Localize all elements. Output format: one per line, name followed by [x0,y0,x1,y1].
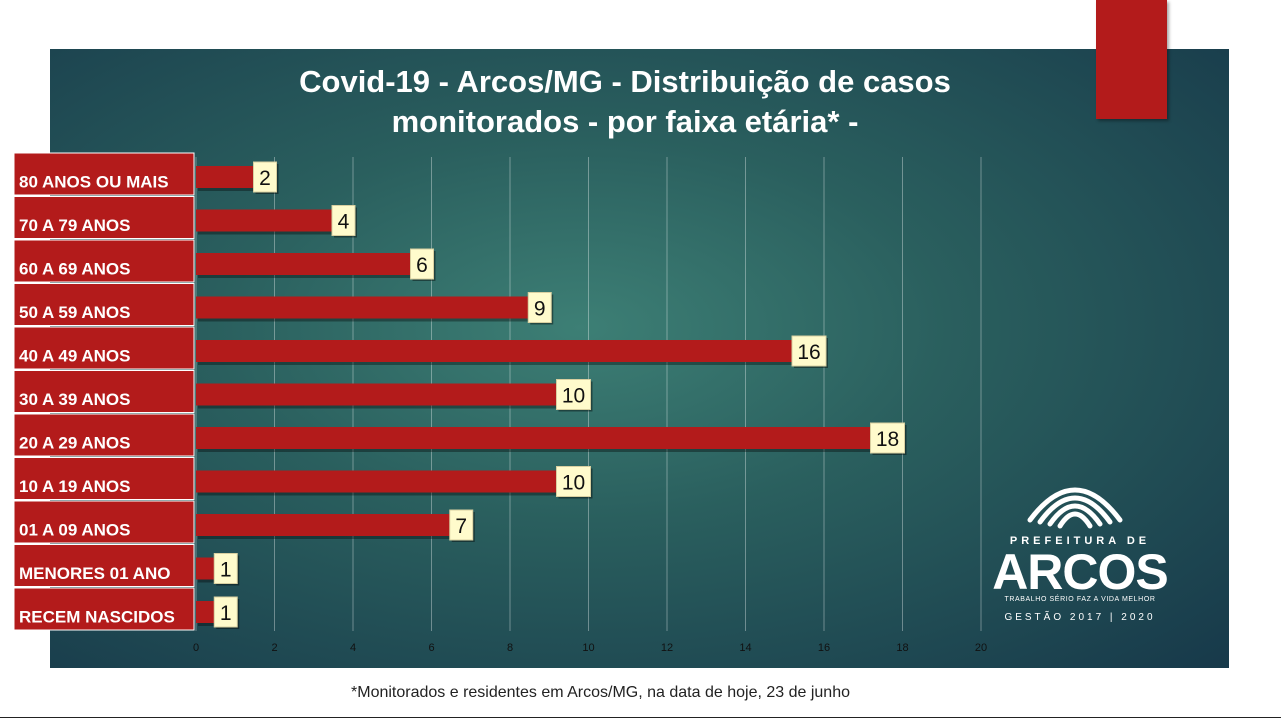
category-label-box [13,587,195,631]
signal-arcs-icon [1027,487,1123,529]
data-label: 10 [562,385,585,408]
category-label-box [13,196,195,239]
category-label: MENORES 01 ANO [19,564,170,583]
x-tick-label: 10 [582,642,594,654]
category-label: RECEM NASCIDOS [19,608,175,627]
x-tick-label: 4 [350,642,356,654]
x-tick-label: 6 [428,642,434,654]
data-label-box [556,466,591,497]
data-label: 16 [797,341,820,364]
category-label-box [13,370,195,413]
data-label: 10 [562,472,585,495]
data-label: 9 [534,298,546,321]
data-label-box [331,205,356,236]
bar [196,514,471,536]
data-label: 18 [876,428,899,451]
x-tick-label: 20 [975,642,987,654]
category-label-box [13,413,195,457]
bar [196,296,550,319]
category-label: 60 A 69 ANOS [19,260,131,279]
title-line-1: Covid-19 - Arcos/MG - Distribuição de ca… [299,64,951,99]
x-tick-label: 16 [818,642,830,654]
prefeitura-logo: PREFEITURA DE ARCOS TRABALHO SÉRIO FAZ A… [990,462,1170,632]
data-label: 2 [259,167,271,190]
category-label: 30 A 39 ANOS [19,390,131,409]
category-label-box [13,457,195,500]
chart-title: Covid-19 - Arcos/MG - Distribuição de ca… [220,62,1030,142]
category-label: 70 A 79 ANOS [19,216,131,235]
category-label-box [13,326,195,370]
data-label-box [410,248,434,280]
title-line-2: monitorados - por faixa etária* - [391,104,859,139]
data-label: 7 [455,515,467,538]
logo-tagline: TRABALHO SÉRIO FAZ A VIDA MELHOR [1004,596,1156,603]
bar [196,340,824,362]
category-label-box [13,152,195,196]
data-label-box [449,509,474,541]
x-tick-label: 18 [896,642,908,654]
bar [196,383,589,406]
data-label-box [253,161,277,193]
bar [196,209,353,232]
category-label: 10 A 19 ANOS [19,477,131,496]
x-tick-label: 12 [661,642,673,654]
data-label: 1 [220,602,232,625]
accent-block [1096,0,1167,119]
data-label-box [870,422,905,454]
data-label-box [791,335,827,367]
data-label-box [556,379,591,410]
x-tick-label: 14 [739,642,751,654]
category-label-box [13,239,195,283]
bar [196,470,589,493]
data-label: 6 [416,254,428,277]
category-label-box [13,544,195,587]
category-label: 20 A 29 ANOS [19,434,131,453]
logo-prefeitura-text: PREFEITURA DE [1009,535,1151,547]
logo-gestao: GESTÃO 2017 | 2020 [1004,612,1156,623]
bottom-divider [0,717,1281,718]
data-label-box [213,596,238,628]
category-label: 40 A 49 ANOS [19,347,131,366]
bar [196,253,432,275]
logo-arcos-text: ARCOS [992,544,1169,600]
data-label-box [213,553,238,584]
category-label-box [13,500,195,544]
category-label: 50 A 59 ANOS [19,303,131,322]
category-label: 01 A 09 ANOS [19,521,131,540]
category-label: 80 ANOS OU MAIS [19,173,169,192]
data-label: 1 [220,559,232,582]
x-tick-label: 2 [271,642,277,654]
footnote: *Monitorados e residentes em Arcos/MG, n… [351,684,850,701]
x-tick-label: 0 [193,642,199,654]
data-label: 4 [338,211,350,234]
x-tick-label: 8 [507,642,513,654]
bar [196,427,903,449]
data-label-box [527,292,552,323]
category-label-box [13,283,195,326]
